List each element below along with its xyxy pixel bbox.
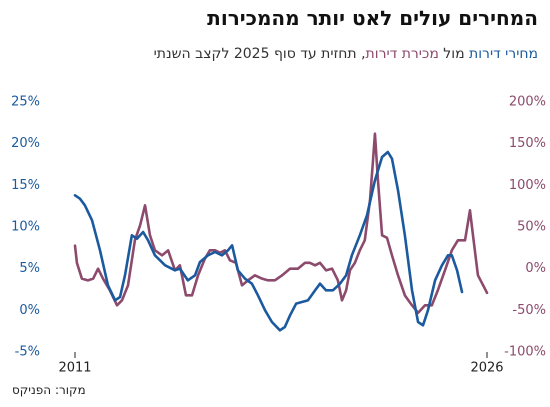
y-tick-label: 25%	[11, 95, 40, 110]
y-tick-label: 10%	[11, 220, 40, 235]
series-line	[73, 132, 489, 315]
y2-tick-label: 100%	[509, 178, 546, 193]
y2-tick-label: 150%	[509, 136, 546, 151]
chart-subtitle: מחירי דירות מול מכירת דירות, תחזית עד סו…	[154, 46, 538, 62]
y2-tick-label: -100%	[504, 345, 546, 360]
subtitle-series-name: מכירת דירות	[365, 46, 439, 62]
series-line	[73, 150, 464, 332]
x-tick-label: 2026	[470, 361, 503, 376]
y2-tick-label: -50%	[512, 303, 546, 318]
y-tick-label: 20%	[11, 136, 40, 151]
y-tick-label: 15%	[11, 178, 40, 193]
y2-tick-label: 0%	[525, 261, 546, 276]
x-tick-label: 2011	[58, 361, 91, 376]
y-tick-label: 5%	[19, 261, 40, 276]
subtitle-series-name: מחירי דירות	[469, 46, 538, 62]
y2-tick-label: 50%	[517, 220, 546, 235]
subtitle-text: , תחזית עד סוף 2025 לקצב השנתי	[153, 46, 366, 62]
y-tick-label: 0%	[19, 303, 40, 318]
y-tick-label: -5%	[15, 345, 40, 360]
y2-tick-label: 200%	[509, 95, 546, 110]
chart-title: המחירים עולים לאט יותר מהמכירות	[207, 6, 538, 30]
subtitle-text: מול	[443, 46, 465, 62]
source-note: מקור: הפניקס	[12, 383, 86, 397]
